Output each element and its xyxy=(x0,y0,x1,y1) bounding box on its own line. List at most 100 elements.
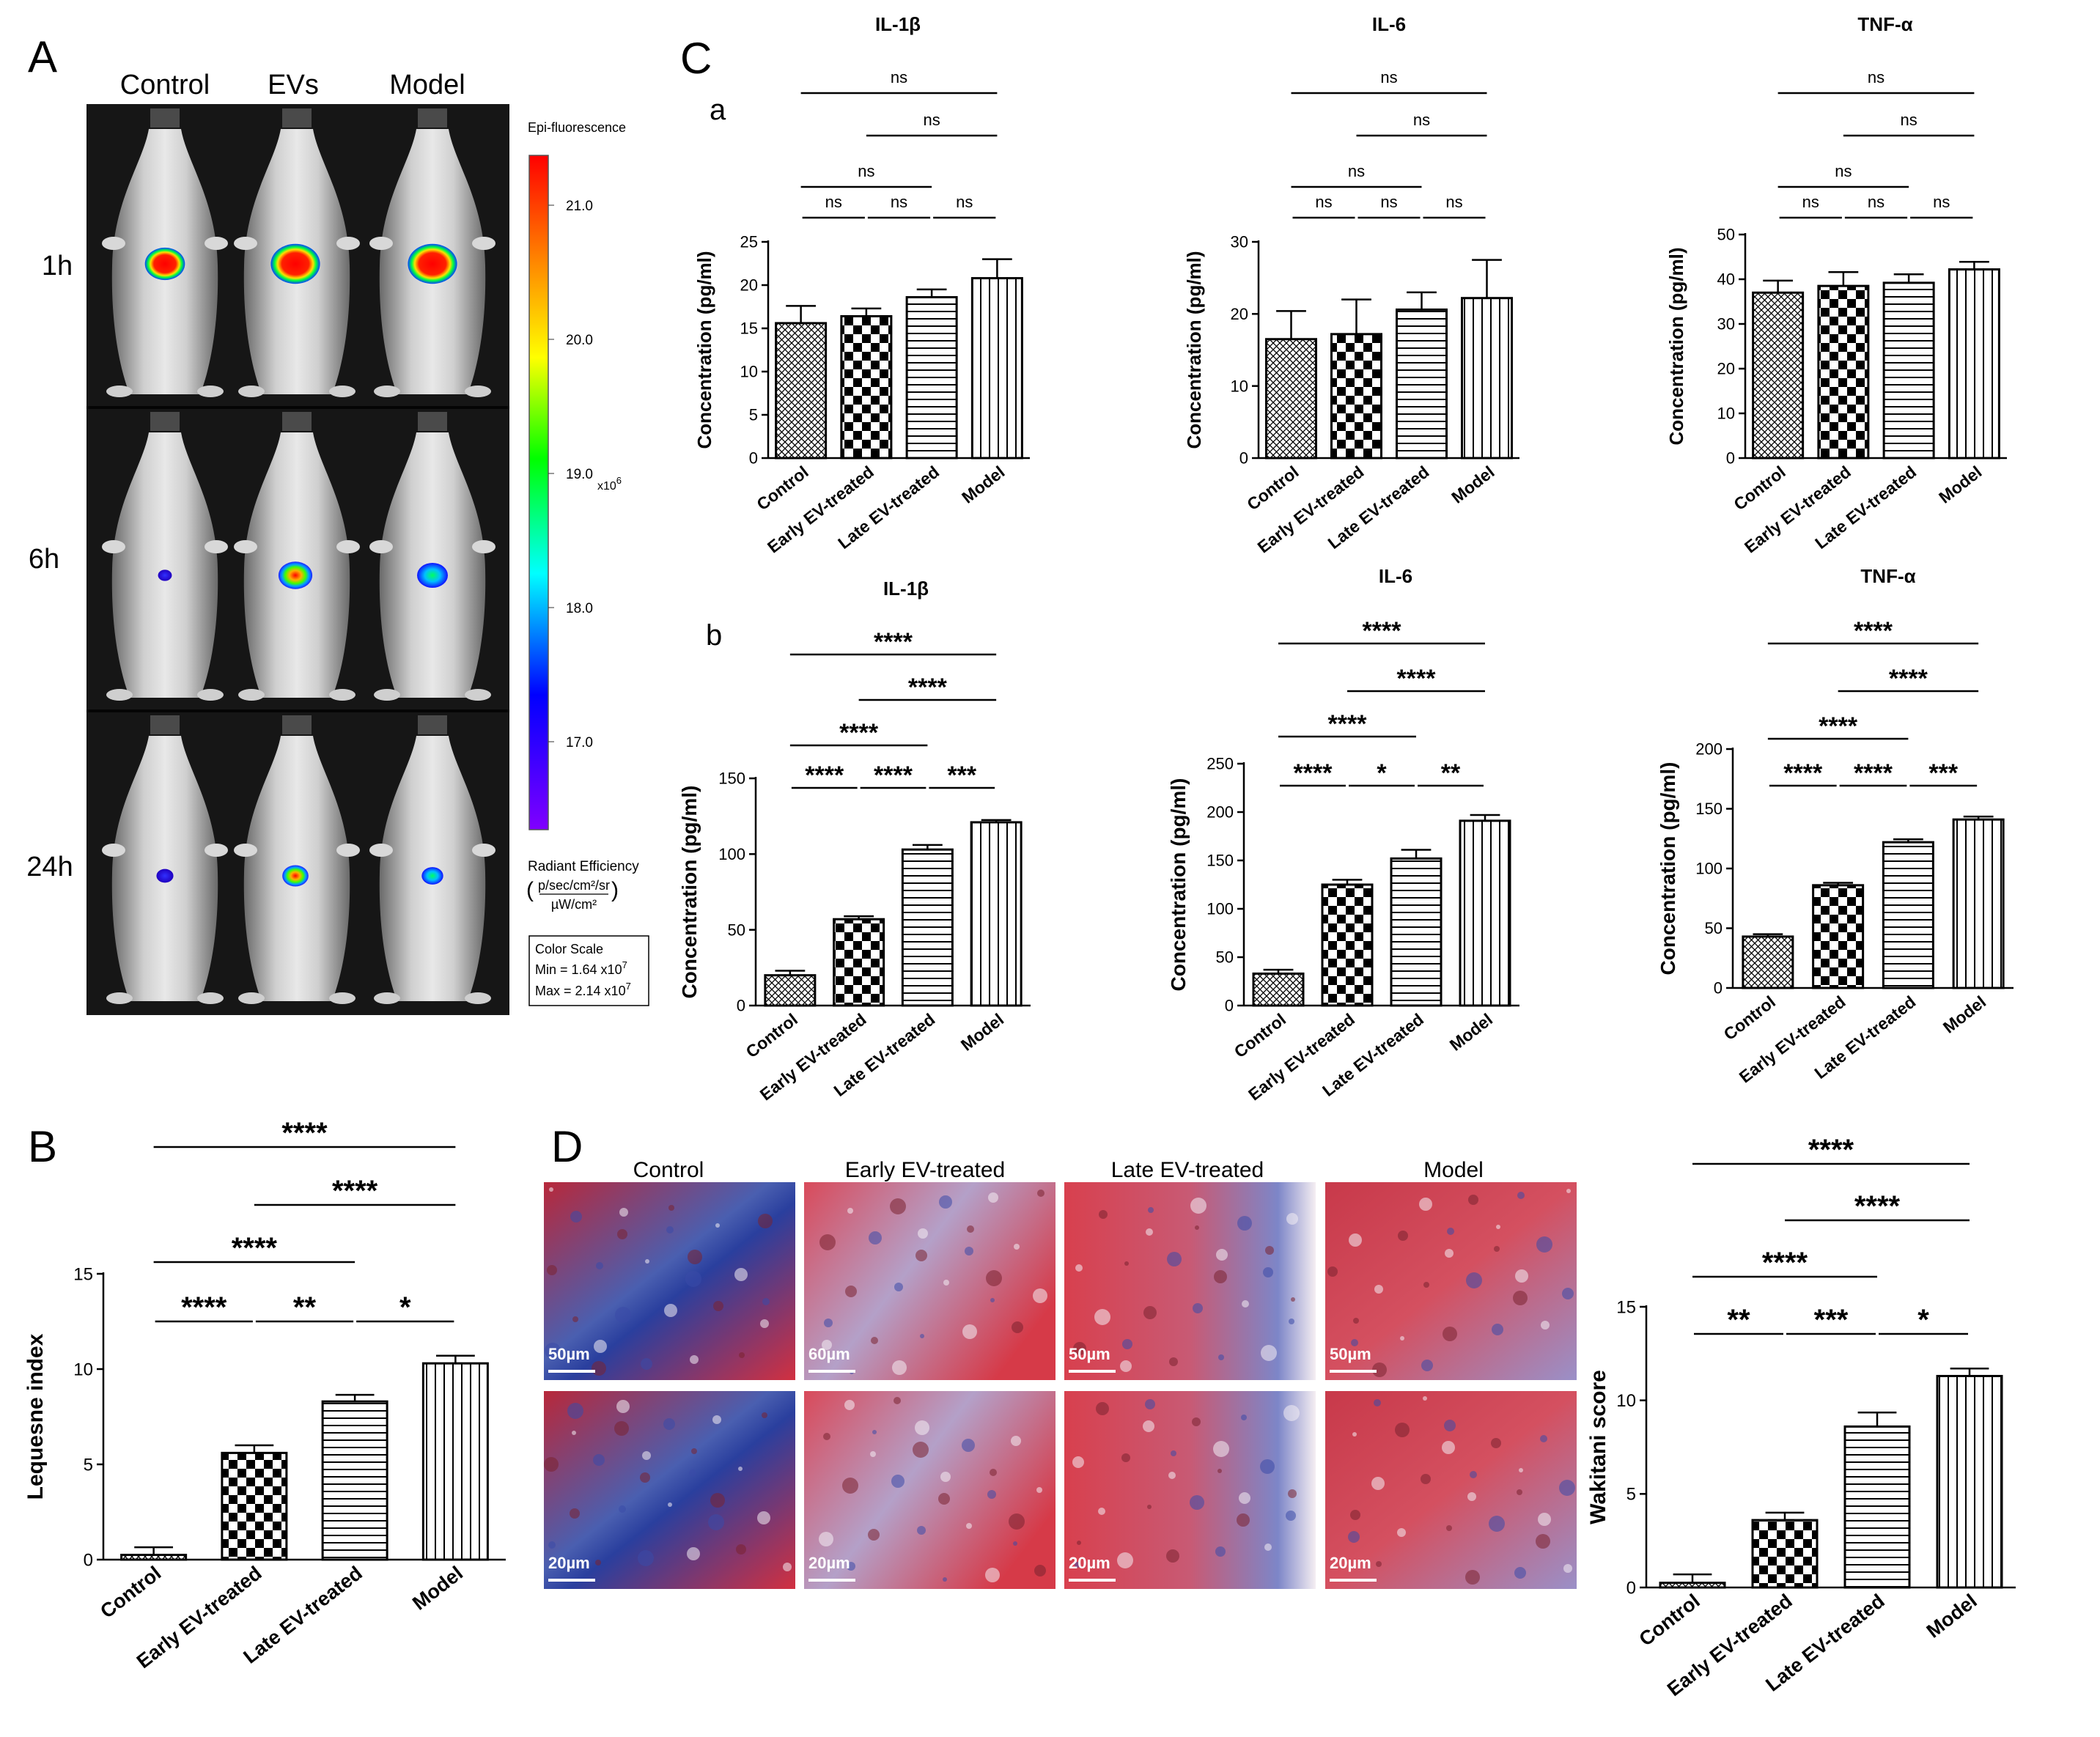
significance-label: *** xyxy=(1814,1304,1849,1336)
color-scale-title: Color Scale xyxy=(535,942,603,956)
chart-Cb2: IL-6 0 50 100 150 200 250 Concentration (pg/ml)… xyxy=(1167,565,1519,1104)
y-tick-label: 100 xyxy=(718,845,745,863)
significance-label: ns xyxy=(858,162,874,180)
scale-bar-label: 20µm xyxy=(808,1554,850,1572)
significance-label: **** xyxy=(1854,1190,1901,1222)
colorbar-multiplier: x106 xyxy=(597,475,622,493)
bar xyxy=(1459,819,1511,1007)
category-label: Model xyxy=(1939,992,1989,1036)
bar xyxy=(1948,268,2000,460)
chart-title: TNF-α xyxy=(1860,565,1915,587)
panel-c-sub-a: a xyxy=(710,94,726,126)
significance-label: **** xyxy=(874,628,913,656)
bar xyxy=(1843,1425,1911,1589)
bar xyxy=(1936,1374,2003,1589)
unit-paren-open: ( xyxy=(526,878,534,902)
color-scale-box xyxy=(528,935,649,1006)
category-label: Early EV-treated xyxy=(1741,462,1854,556)
y-tick-label: 5 xyxy=(84,1455,93,1475)
y-axis-label: Concentration (pg/ml) xyxy=(693,251,715,449)
rat-image xyxy=(234,715,360,1004)
category-label: Model xyxy=(1446,1009,1496,1054)
significance-label: *** xyxy=(947,761,976,789)
y-tick-label: 5 xyxy=(1626,1485,1636,1505)
rat-image xyxy=(369,412,495,701)
bar xyxy=(905,296,958,460)
significance-label: ns xyxy=(924,111,940,129)
chart-title: IL-6 xyxy=(1372,13,1406,35)
histology-image: 50µm xyxy=(544,1182,795,1380)
y-tick-label: 30 xyxy=(1717,315,1735,333)
y-tick-label: 20 xyxy=(1231,305,1248,323)
significance-label: **** xyxy=(1854,617,1893,645)
histology-image: 20µm xyxy=(1325,1391,1577,1589)
y-tick-label: 5 xyxy=(749,406,758,424)
significance-label: **** xyxy=(1808,1134,1854,1166)
significance-label: **** xyxy=(874,761,913,789)
significance-label: **** xyxy=(281,1117,328,1149)
category-label: Control xyxy=(1231,1009,1289,1061)
row-label-1h: 1h xyxy=(42,251,73,281)
bar xyxy=(970,821,1023,1007)
rat-image xyxy=(234,108,360,397)
significance-label: **** xyxy=(1294,759,1333,787)
histology-image: 50µm xyxy=(1325,1182,1577,1380)
histology-image: 20µm xyxy=(544,1391,795,1589)
significance-label: ** xyxy=(1727,1304,1750,1336)
significance-label: ** xyxy=(1441,759,1461,787)
category-label: Model xyxy=(1448,462,1497,506)
scale-bar-label: 50µm xyxy=(1069,1345,1110,1363)
y-axis-label: Wakitani score xyxy=(1586,1370,1610,1524)
fluorescence-signal xyxy=(144,247,185,281)
significance-label: **** xyxy=(332,1175,378,1207)
panel-a: A Control EVs Model 1h 6h 24h Epi-fluore… xyxy=(26,32,649,1015)
category-label: Control xyxy=(1730,462,1788,514)
y-tick-label: 20 xyxy=(1717,360,1735,378)
y-tick-label: 50 xyxy=(728,921,745,939)
chart-title: IL-6 xyxy=(1379,565,1412,587)
bar xyxy=(1952,818,2005,989)
significance-label: **** xyxy=(1819,712,1858,740)
histo-col-late: Late EV-treated xyxy=(1111,1158,1264,1182)
category-label: Early EV-treated xyxy=(764,462,877,556)
histology-image: 60µm xyxy=(804,1182,1055,1380)
category-label: Model xyxy=(1923,1590,1981,1642)
significance-label: ns xyxy=(1868,193,1885,211)
bar xyxy=(1659,1582,1726,1589)
scale-bar-label: 20µm xyxy=(548,1554,590,1572)
category-label: Model xyxy=(958,462,1008,506)
row-label-24h: 24h xyxy=(26,852,73,882)
y-axis-label: Concentration (pg/ml) xyxy=(1183,251,1205,449)
y-axis-label: Concentration (pg/ml) xyxy=(1665,247,1687,445)
significance-label: ns xyxy=(891,193,907,211)
bar xyxy=(221,1451,288,1561)
category-label: Control xyxy=(1635,1590,1704,1651)
category-label: Control xyxy=(96,1562,165,1623)
bar xyxy=(1742,935,1794,989)
bar xyxy=(1751,1519,1819,1589)
y-tick-label: 15 xyxy=(1616,1297,1636,1317)
significance-label: **** xyxy=(1328,710,1368,738)
fluorescence-signal xyxy=(270,243,320,284)
significance-label: **** xyxy=(1762,1247,1808,1279)
significance-label: ns xyxy=(1315,193,1332,211)
category-label: Control xyxy=(1243,462,1302,514)
bar xyxy=(1396,308,1448,460)
y-axis-label: Concentration (pg/ml) xyxy=(1657,762,1679,976)
bar xyxy=(1265,338,1317,460)
bar xyxy=(1321,883,1374,1007)
bar xyxy=(970,277,1023,460)
chart-title: TNF-α xyxy=(1857,13,1912,35)
fluorescence-signal xyxy=(421,867,443,885)
significance-label: **** xyxy=(1397,665,1437,693)
bar xyxy=(1882,841,1934,989)
histology-grid: Control Early EV-treated Late EV-treated… xyxy=(544,1158,1577,1589)
panel-b-letter: B xyxy=(28,1122,57,1171)
significance-label: ns xyxy=(1868,68,1885,86)
category-label: Control xyxy=(753,462,811,514)
significance-label: ns xyxy=(1802,193,1819,211)
y-tick-label: 10 xyxy=(1231,377,1248,395)
col-label-evs: EVs xyxy=(268,70,319,100)
significance-label: **** xyxy=(232,1232,278,1264)
panel-a-letter: A xyxy=(28,32,57,81)
